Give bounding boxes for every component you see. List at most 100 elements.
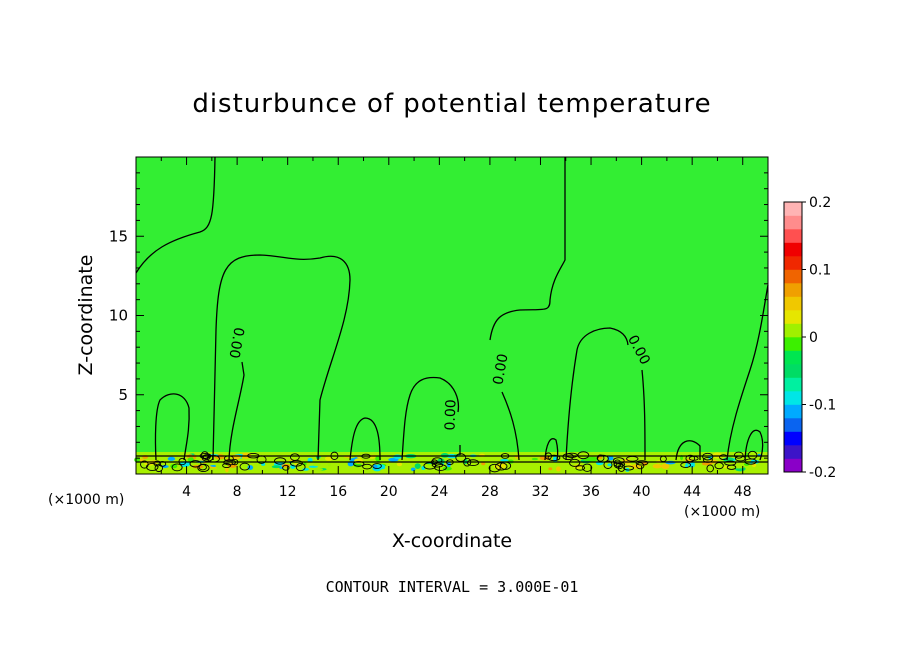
x-tick-label: 32 (532, 484, 550, 500)
surface-blob (396, 462, 403, 467)
surface-contour (636, 462, 645, 470)
colorbar-cell (784, 350, 802, 365)
surface-contour (488, 463, 501, 473)
surface-contour (724, 460, 737, 466)
surface-contour (582, 463, 593, 472)
colorbar-tick-label: -0.2 (809, 465, 836, 481)
contour-line (501, 391, 520, 461)
surface-contour (577, 451, 590, 460)
surface-contour (615, 462, 624, 470)
surface-blob (607, 463, 612, 467)
x-axis-label: X-coordinate (392, 530, 512, 552)
plot-background (136, 157, 768, 474)
surface-contour (362, 463, 373, 470)
surface-blob (215, 462, 224, 469)
colorbar-cell (784, 269, 802, 284)
colorbar: 0.2 0.1 0 -0.1 -0.2 (783, 195, 836, 481)
colorbar-tick-label: 0 (809, 330, 818, 346)
colorbar-ticks: 0.2 0.1 0 -0.1 -0.2 (802, 195, 836, 481)
contour-lines (135, 156, 769, 463)
x-tick-label: 8 (233, 484, 242, 500)
surface-blob (684, 464, 689, 468)
x-tick-label: 48 (734, 484, 752, 500)
plot-area: 0.00 0.00 0.00 0.00 4 8 12 16 20 24 28 32 36 40 44… (109, 156, 769, 500)
colorbar-tick-label: 0.1 (809, 263, 831, 279)
surface-contour (623, 465, 635, 471)
colorbar-cells (784, 202, 802, 473)
surface-contour (569, 458, 581, 467)
x-tick-label: 12 (279, 484, 297, 500)
y-axis-label: Z-coordinate (75, 255, 97, 376)
colorbar-cell (784, 323, 802, 338)
contour-line (675, 440, 701, 461)
colorbar-cell (784, 391, 802, 405)
colorbar-cell (784, 404, 802, 419)
colorbar-tick-label: -0.1 (809, 398, 836, 414)
x-units-left: (×1000 m) (48, 492, 124, 508)
surface-blob (661, 463, 670, 470)
surface-contour (734, 451, 744, 459)
y-axis-ticks: 5 10 15 (109, 156, 768, 475)
x-tick-label: 40 (633, 484, 651, 500)
contour-line (135, 156, 216, 274)
surface-blob (161, 465, 169, 468)
surface-blob (327, 461, 332, 467)
contour-interval-note: CONTOUR INTERVAL = 3.000E-01 (326, 578, 579, 596)
surface-blob (607, 455, 614, 461)
contour-value-label: 0.00 (225, 326, 246, 359)
surface-contour (596, 454, 605, 462)
y-tick-label: 10 (109, 307, 128, 325)
colorbar-cell (784, 337, 802, 351)
surface-blob (531, 457, 538, 461)
surface-contour (189, 460, 202, 468)
surface-blob (225, 466, 229, 473)
surface-contour (274, 457, 287, 465)
surface-blob (582, 457, 595, 462)
surface-contour (372, 463, 382, 469)
surface-blob (193, 454, 197, 460)
colorbar-cell (784, 418, 802, 432)
surface-blob (309, 452, 317, 458)
colorbar-cell (784, 296, 802, 311)
surface-contour (197, 463, 210, 472)
surface-blob (414, 463, 421, 469)
surface-blob (167, 456, 176, 461)
surface-contour (171, 463, 183, 472)
surface-contour (575, 465, 586, 471)
x-units-right: (×1000 m) (684, 504, 760, 520)
surface-contour (495, 462, 508, 471)
contour-line (401, 376, 460, 461)
surface-contour (706, 464, 714, 473)
x-tick-label: 4 (182, 484, 191, 500)
x-axis-ticks: 4 8 12 16 20 24 28 32 36 40 44 48 (135, 157, 769, 500)
contour-line (228, 361, 245, 461)
contour-line (544, 438, 559, 461)
surface-contour (146, 463, 159, 471)
colorbar-cell (784, 256, 802, 270)
contour-line (349, 417, 381, 461)
chart-title: disturbunce of potential temperature (192, 89, 711, 119)
surface-contour (635, 460, 649, 466)
surface-contour (431, 462, 444, 468)
colorbar-cell (784, 458, 802, 473)
x-tick-label: 36 (582, 484, 600, 500)
contour-line (154, 393, 190, 461)
colorbar-cell (784, 310, 802, 324)
colorbar-cell (784, 229, 802, 243)
surface-blob (271, 465, 281, 469)
colorbar-cell (784, 242, 802, 257)
surface-blob (354, 458, 363, 464)
surface-blob (548, 467, 553, 471)
y-tick-label: 15 (109, 227, 128, 245)
contour-line (726, 284, 769, 461)
surface-contour (282, 464, 290, 471)
y-tick-label: 5 (118, 386, 128, 404)
colorbar-tick-label: 0.2 (809, 195, 831, 211)
colorbar-cell (784, 364, 802, 378)
surface-blob (556, 466, 561, 472)
surface-blob (313, 468, 324, 471)
colorbar-cell (784, 377, 802, 392)
surface-contour (617, 463, 626, 472)
colorbar-cell (784, 283, 802, 297)
